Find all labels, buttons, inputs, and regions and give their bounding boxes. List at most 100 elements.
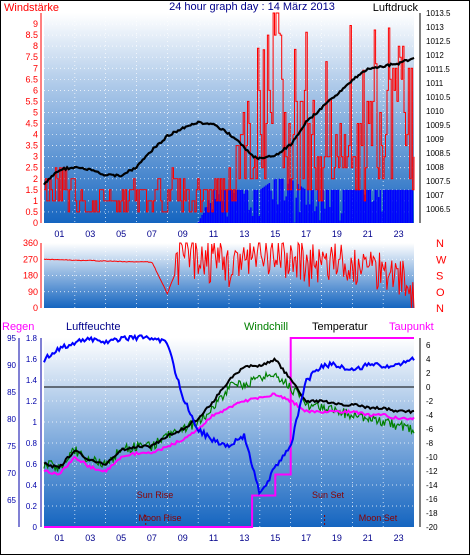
rain-tick-label: 1.2 <box>26 397 38 406</box>
wind-direction-line <box>43 241 415 309</box>
dewpoint-line <box>43 392 415 476</box>
pressure-tick-label: 1009 <box>426 135 444 144</box>
wind-tick-label: 6 <box>33 85 38 95</box>
moon-set-label: Moon Set <box>359 513 398 523</box>
wind-tick-label: 8.5 <box>25 30 38 40</box>
wind-tick-label: 9 <box>33 19 38 29</box>
hour-tick-label: 13 <box>239 229 249 239</box>
pressure-tick-label: 1013 <box>426 23 444 32</box>
temperature-tick-label: -16 <box>426 495 438 504</box>
hour-tick-label: 03 <box>85 533 95 543</box>
hour-tick-label: 17 <box>301 533 311 543</box>
hour-tick-label: 11 <box>209 533 218 543</box>
humidity-tick-label: 95 <box>7 334 16 343</box>
hour-tick-label: 09 <box>178 533 188 543</box>
rain-tick-label: 0.6 <box>26 460 38 469</box>
temperature-tick-label: -4 <box>426 411 434 420</box>
wind-panel-axes: 00.511.522.533.544.5 55.566.577.588.59 100… <box>25 9 451 239</box>
wind-tick-label: 4.5 <box>25 119 38 129</box>
temperature-tick-label: 6 <box>426 341 431 350</box>
direction-tick-label: 180 <box>23 271 38 281</box>
pressure-tick-label: 1011 <box>426 79 444 88</box>
wind-tick-label: 2 <box>33 174 38 184</box>
chart-title: 24 hour graph day : 14 März 2013 <box>169 1 335 13</box>
rain-tick-label: 0.4 <box>26 481 38 490</box>
wind-tick-label: 0 <box>33 218 38 228</box>
pressure-title: Luftdruck <box>373 2 419 14</box>
rain-tick-label: 0.2 <box>26 502 38 511</box>
legend-dewpoint: Taupunkt <box>389 321 434 333</box>
rain-tick-label: 1.4 <box>26 376 38 385</box>
hour-tick-label: 09 <box>178 229 188 239</box>
wind-tick-label: 3 <box>33 152 38 162</box>
direction-panel-series <box>43 241 415 309</box>
direction-tick-label: 270 <box>23 254 38 264</box>
sun-set-label: Sun Set <box>312 490 345 500</box>
pressure-tick-label: 1006.5 <box>426 205 451 214</box>
temperature-line <box>43 357 415 470</box>
hour-tick-label: 07 <box>147 229 157 239</box>
wind-tick-label: 8 <box>33 41 38 51</box>
compass-label: W <box>436 254 447 266</box>
wind-panel-series <box>43 12 415 223</box>
humidity-tick-label: 70 <box>7 469 16 478</box>
hour-tick-label: 17 <box>301 229 311 239</box>
direction-panel-grid <box>44 243 414 308</box>
wind-tick-label: 6.5 <box>25 74 38 84</box>
pressure-tick-label: 1008.5 <box>426 149 451 158</box>
compass-label: N <box>436 303 444 315</box>
hour-tick-label: 03 <box>85 229 95 239</box>
temperature-tick-label: -12 <box>426 467 438 476</box>
pressure-tick-label: 1013.5 <box>426 9 451 18</box>
wind-tick-label: 5 <box>33 107 38 117</box>
legend-rain: Regen <box>2 321 34 333</box>
hour-tick-label: 05 <box>116 533 126 543</box>
legend-windchill: Windchill <box>244 321 288 333</box>
hour-tick-label: 21 <box>363 533 373 543</box>
legend-humidity: Luftfeuchte <box>66 321 120 333</box>
direction-tick-label: 90 <box>28 287 38 297</box>
humidity-tick-label: 80 <box>7 415 16 424</box>
temperature-tick-label: -6 <box>426 425 434 434</box>
wind-tick-label: 5.5 <box>25 96 38 106</box>
pressure-tick-label: 1007 <box>426 191 444 200</box>
compass-label: N <box>436 238 444 250</box>
wind-tick-label: 7.5 <box>25 52 38 62</box>
weather-panel-axes: 0 0.2 0.4 0.6 0.8 1 1.2 1.4 1.6 1.8 65 70 75 80 85 90 95… <box>7 334 438 543</box>
pressure-tick-label: 1012 <box>426 51 444 60</box>
pressure-line <box>43 56 415 186</box>
rain-tick-label: 1.8 <box>26 334 38 343</box>
wind-tick-label: 4 <box>33 130 38 140</box>
temperature-tick-label: 2 <box>426 369 431 378</box>
humidity-line <box>43 333 415 496</box>
wind-tick-label: 3.5 <box>25 141 38 151</box>
pressure-tick-label: 1010.5 <box>426 93 451 102</box>
hour-tick-label: 23 <box>394 533 404 543</box>
pressure-tick-label: 1009.5 <box>426 121 451 130</box>
temperature-tick-label: 0 <box>426 383 431 392</box>
humidity-tick-label: 75 <box>7 442 16 451</box>
weather-panel-grid <box>44 338 414 527</box>
temperature-tick-label: -10 <box>426 453 438 462</box>
hour-tick-label: 01 <box>54 533 64 543</box>
hour-tick-label: 15 <box>270 229 280 239</box>
hour-tick-label: 11 <box>209 229 218 239</box>
hour-tick-label: 19 <box>332 229 342 239</box>
hour-tick-label: 15 <box>270 533 280 543</box>
hour-tick-label: 23 <box>394 229 404 239</box>
pressure-tick-label: 1011.5 <box>426 65 450 74</box>
wind-tick-label: 7 <box>33 63 38 73</box>
pressure-tick-label: 1010 <box>426 107 444 116</box>
temperature-tick-label: -8 <box>426 439 434 448</box>
compass-label: S <box>436 271 443 283</box>
humidity-tick-label: 90 <box>7 361 16 370</box>
hour-tick-label: 07 <box>147 533 157 543</box>
hour-tick-label: 21 <box>363 229 373 239</box>
rain-tick-label: 1 <box>33 418 38 427</box>
wind-tick-label: 1 <box>33 196 38 206</box>
hour-tick-label: 05 <box>116 229 126 239</box>
wind-tick-label: 0.5 <box>25 207 38 217</box>
